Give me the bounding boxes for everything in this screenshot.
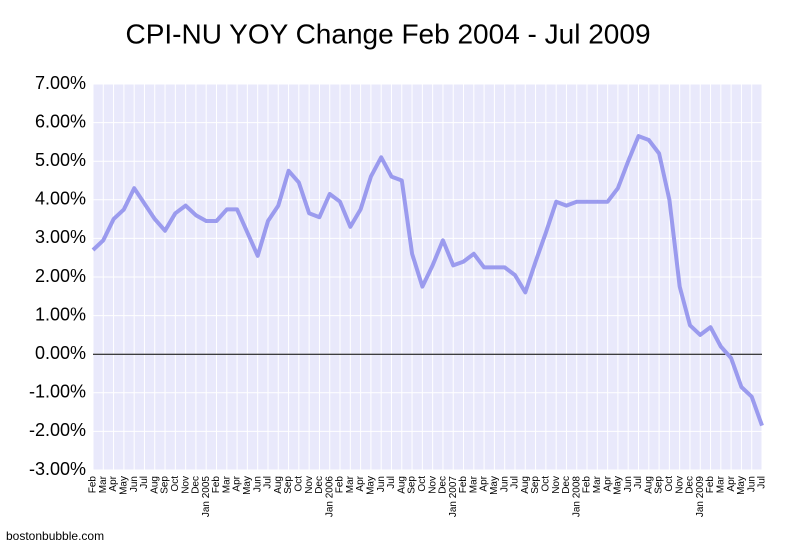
x-tick-label: Oct	[664, 476, 675, 492]
x-tick-label: Feb	[705, 476, 716, 494]
x-tick-label: Dec	[561, 476, 572, 494]
x-tick-label: Oct	[293, 476, 304, 492]
x-tick-label: Aug	[149, 476, 160, 494]
y-tick-label: 4.00%	[35, 189, 86, 209]
x-tick-label: Sep	[160, 476, 171, 494]
x-tick-label: Jul	[386, 476, 397, 489]
x-tick-label: May	[613, 476, 624, 495]
x-tick-label: Feb	[88, 476, 99, 494]
x-tick-label: Mar	[715, 475, 726, 493]
chart-title: CPI-NU YOY Change Feb 2004 - Jul 2009	[125, 18, 650, 49]
x-tick-label: Aug	[643, 476, 654, 494]
x-tick-label: Dec	[314, 476, 325, 494]
x-tick-label: Mar	[221, 475, 232, 493]
x-tick-label: Feb	[211, 476, 222, 494]
x-tick-label: Nov	[180, 476, 191, 494]
x-tick-label: May	[242, 476, 253, 495]
x-tick-label: Jan 2006	[324, 476, 335, 518]
x-tick-label: Apr	[232, 475, 243, 491]
y-tick-label: -1.00%	[29, 382, 86, 402]
x-tick-label: May	[736, 476, 747, 495]
x-tick-label: Dec	[191, 476, 202, 494]
x-tick-label: Mar	[592, 475, 603, 493]
x-tick-label: Apr	[479, 475, 490, 491]
x-tick-label: Jul	[757, 476, 768, 489]
x-tick-label: Jun	[746, 476, 757, 492]
x-tick-label: Apr	[355, 475, 366, 491]
x-tick-label: Mar	[345, 475, 356, 493]
x-tick-label: Jan 2005	[201, 476, 212, 518]
x-tick-label: Jul	[139, 476, 150, 489]
x-tick-label: Oct	[541, 476, 552, 492]
x-tick-label: Sep	[530, 476, 541, 494]
x-tick-label: May	[119, 476, 130, 495]
x-tick-label: Sep	[654, 476, 665, 494]
x-tick-label: Apr	[602, 475, 613, 491]
x-tick-label: Jan 2007	[448, 476, 459, 518]
x-tick-label: Aug	[273, 476, 284, 494]
x-tick-label: Nov	[551, 476, 562, 494]
x-tick-label: Apr	[108, 475, 119, 491]
x-tick-label: Mar	[98, 475, 109, 493]
x-tick-label: Jun	[376, 476, 387, 492]
x-tick-label: May	[366, 476, 377, 495]
x-tick-label: Aug	[396, 476, 407, 494]
x-tick-label: Nov	[674, 476, 685, 494]
x-tick-label: Jun	[623, 476, 634, 492]
line	[91, 134, 764, 427]
x-tick-label: Jul	[510, 476, 521, 489]
x-tick-label: Jul	[263, 476, 274, 489]
x-tick-label: Dec	[685, 476, 696, 494]
x-tick-label: Nov	[304, 476, 315, 494]
source: bostonbubble.com	[6, 529, 104, 543]
x-tick-label: Sep	[283, 476, 294, 494]
x-tick-label: Aug	[520, 476, 531, 494]
x-tick-label: Apr	[726, 475, 737, 491]
y-tick-label: 3.00%	[35, 227, 86, 247]
y-tick-label: 6.00%	[35, 111, 86, 131]
y-tick-label: 0.00%	[35, 343, 86, 363]
x-tick-label: Mar	[468, 475, 479, 493]
x-tick-label: Feb	[582, 476, 593, 494]
x-tick-label: May	[489, 476, 500, 495]
x-tick-label: Jun	[252, 476, 263, 492]
x-tick-label: Sep	[407, 476, 418, 494]
y-tick-label: -3.00%	[29, 459, 86, 479]
x-tick-label: Oct	[170, 476, 181, 492]
x-tick-label: Feb	[335, 476, 346, 494]
y-tick-label: 1.00%	[35, 304, 86, 324]
x-tick-label: Jan 2009	[695, 476, 706, 518]
x-tick-label: Dec	[438, 476, 449, 494]
x-tick-label: Jan 2008	[571, 476, 582, 518]
y-tick-label: 7.00%	[35, 73, 86, 93]
x-tick-label: Nov	[427, 476, 438, 494]
x-tick-label: Feb	[458, 476, 469, 494]
y-tick-label: -2.00%	[29, 420, 86, 440]
x-tick-label: Jun	[499, 476, 510, 492]
y-tick-label: 2.00%	[35, 266, 86, 286]
x-tick-label: Oct	[417, 476, 428, 492]
x-tick-label: Jul	[633, 476, 644, 489]
y-tick-label: 5.00%	[35, 150, 86, 170]
x-tick-label: Jun	[129, 476, 140, 492]
